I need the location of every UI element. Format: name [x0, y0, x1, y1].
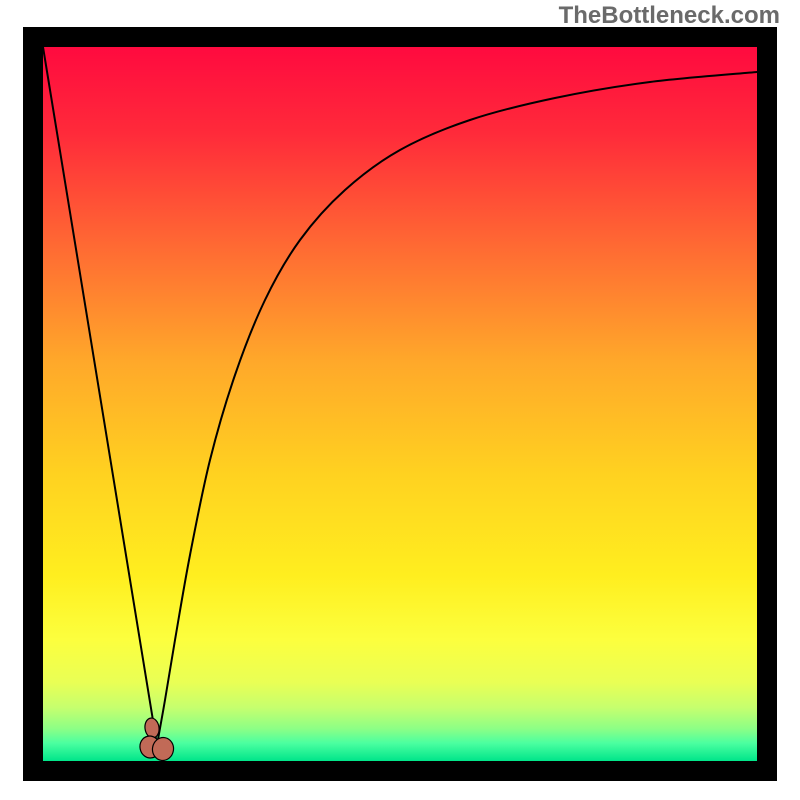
chart-root: { "canvas": { "width": 800, "height": 80… [0, 0, 800, 800]
marker-group [138, 717, 175, 761]
curve-layer [43, 47, 757, 761]
watermark-text: TheBottleneck.com [559, 2, 780, 30]
curve-path [43, 47, 757, 745]
plot-area [43, 47, 757, 761]
